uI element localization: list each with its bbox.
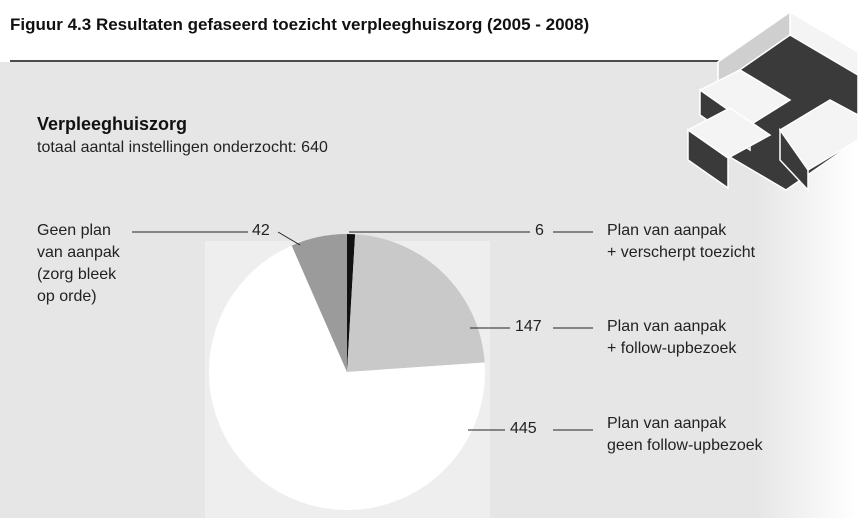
value-label: 42: [252, 222, 270, 240]
value-label: 147: [515, 318, 542, 336]
chart-subtitle: Verpleeghuiszorg: [37, 114, 187, 134]
chart-title: Figuur 4.3 Resultaten gefaseerd toezicht…: [10, 15, 589, 34]
value-label: 6: [535, 222, 544, 240]
category-label: Plan van aanpak + follow-upbezoek: [607, 316, 736, 360]
category-label: Plan van aanpak + verscherpt toezicht: [607, 220, 755, 264]
category-label: Geen plan van aanpak (zorg bleek op orde…: [37, 220, 120, 308]
value-label: 445: [510, 420, 537, 438]
chart: Figuur 4.3 Resultaten gefaseerd toezicht…: [0, 0, 858, 518]
chart-note: totaal aantal instellingen onderzocht: 6…: [37, 139, 328, 156]
category-label: Plan van aanpak geen follow-upbezoek: [607, 413, 763, 457]
